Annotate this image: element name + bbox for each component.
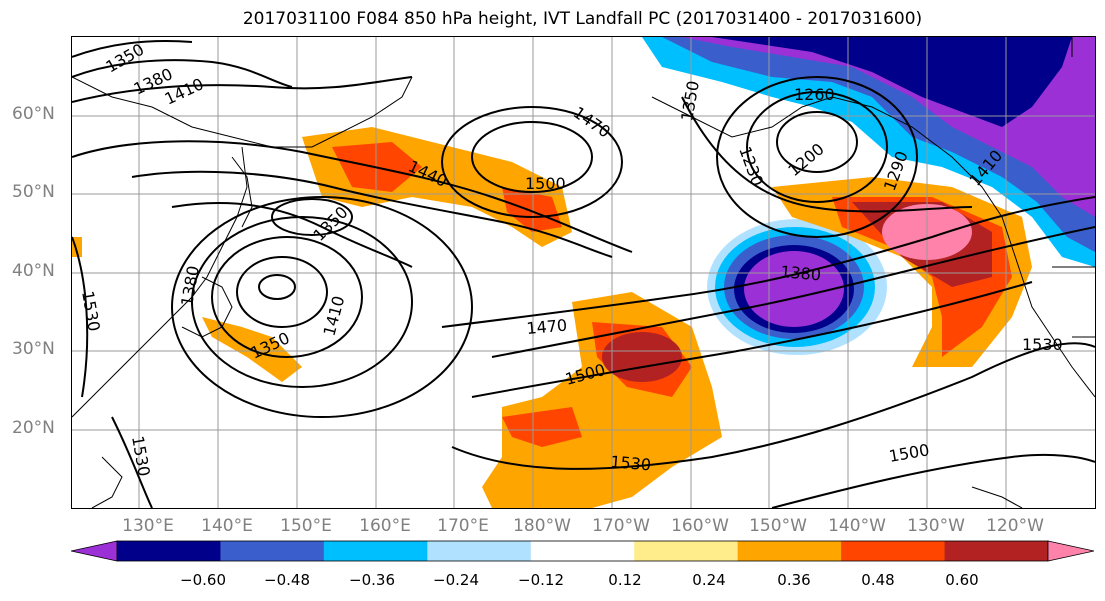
colorbar-tick-label: −0.12	[518, 571, 564, 589]
colorbar-tick-label: −0.24	[433, 571, 479, 589]
contour-label: 1530	[610, 452, 652, 474]
contour-label: 1230	[735, 144, 767, 189]
colorbar-segment	[634, 541, 739, 561]
map-panel: 1350 1380 1410 1470 1350 1260 1440 1500 …	[71, 36, 1096, 509]
lon-label: 150°W	[749, 516, 807, 536]
map-canvas: 1350 1380 1410 1470 1350 1260 1440 1500 …	[72, 37, 1095, 508]
colorbar-segment	[530, 541, 635, 561]
lon-label: 130°W	[907, 516, 965, 536]
colorbar-tick-label: 0.60	[945, 571, 979, 589]
lat-label: 40°N	[12, 261, 55, 281]
map-title: 2017031100 F084 850 hPa height, IVT Land…	[242, 9, 923, 29]
lat-label: 20°N	[12, 418, 55, 438]
colorbar-segment	[427, 541, 532, 561]
lon-label: 170°E	[437, 516, 489, 536]
colorbar-segment	[737, 541, 842, 561]
colorbar-tick-label: 0.48	[861, 571, 895, 589]
contour-label: 1260	[794, 85, 835, 104]
contour-label: 1200	[784, 139, 827, 180]
lon-label: 160°W	[671, 516, 729, 536]
contour-label: 1410	[320, 294, 349, 338]
contour-label: 1530	[78, 289, 104, 332]
lon-label: 120°W	[986, 516, 1044, 536]
lon-label: 140°E	[201, 516, 253, 536]
contour-label: 1500	[887, 440, 930, 466]
contour-label: 1530	[128, 434, 154, 477]
colorbar-tick-label: −0.48	[264, 571, 310, 589]
colorbar-tick-label: 0.36	[777, 571, 811, 589]
contour-label: 1380	[780, 262, 822, 284]
contour-label: 1530	[1022, 335, 1063, 354]
colorbar-segment	[944, 541, 1049, 561]
coastlines	[72, 37, 1095, 508]
lat-label: 50°N	[12, 182, 55, 202]
lon-label: 140°W	[828, 516, 886, 536]
lon-label: 130°E	[122, 516, 174, 536]
lat-label: 60°N	[12, 104, 55, 124]
colorbar-segment	[841, 541, 946, 561]
lat-label: 30°N	[12, 339, 55, 359]
colorbar-tick-label: 0.24	[692, 571, 726, 589]
lon-label: 180°W	[513, 516, 571, 536]
colorbar-extend-max	[1047, 540, 1094, 562]
colorbar-tick-label: 0.12	[608, 571, 642, 589]
lon-label: 160°E	[359, 516, 411, 536]
colorbar-segment	[117, 541, 221, 561]
colorbar-segments	[116, 540, 1049, 562]
colorbar-segment	[220, 541, 325, 561]
lon-label: 150°E	[280, 516, 332, 536]
contour-label: 1500	[525, 174, 566, 193]
contour-label: 1470	[526, 316, 568, 338]
colorbar-segment	[323, 541, 428, 561]
lon-label: 170°W	[592, 516, 650, 536]
colorbar-tick-label: −0.60	[180, 571, 226, 589]
colorbar-extend-min	[71, 540, 118, 562]
contour-label: 1350	[103, 40, 148, 77]
colorbar-tick-label: −0.36	[349, 571, 395, 589]
height-contours	[72, 39, 1095, 508]
colorbar	[71, 540, 1094, 562]
contour-label: 1470	[570, 103, 614, 142]
